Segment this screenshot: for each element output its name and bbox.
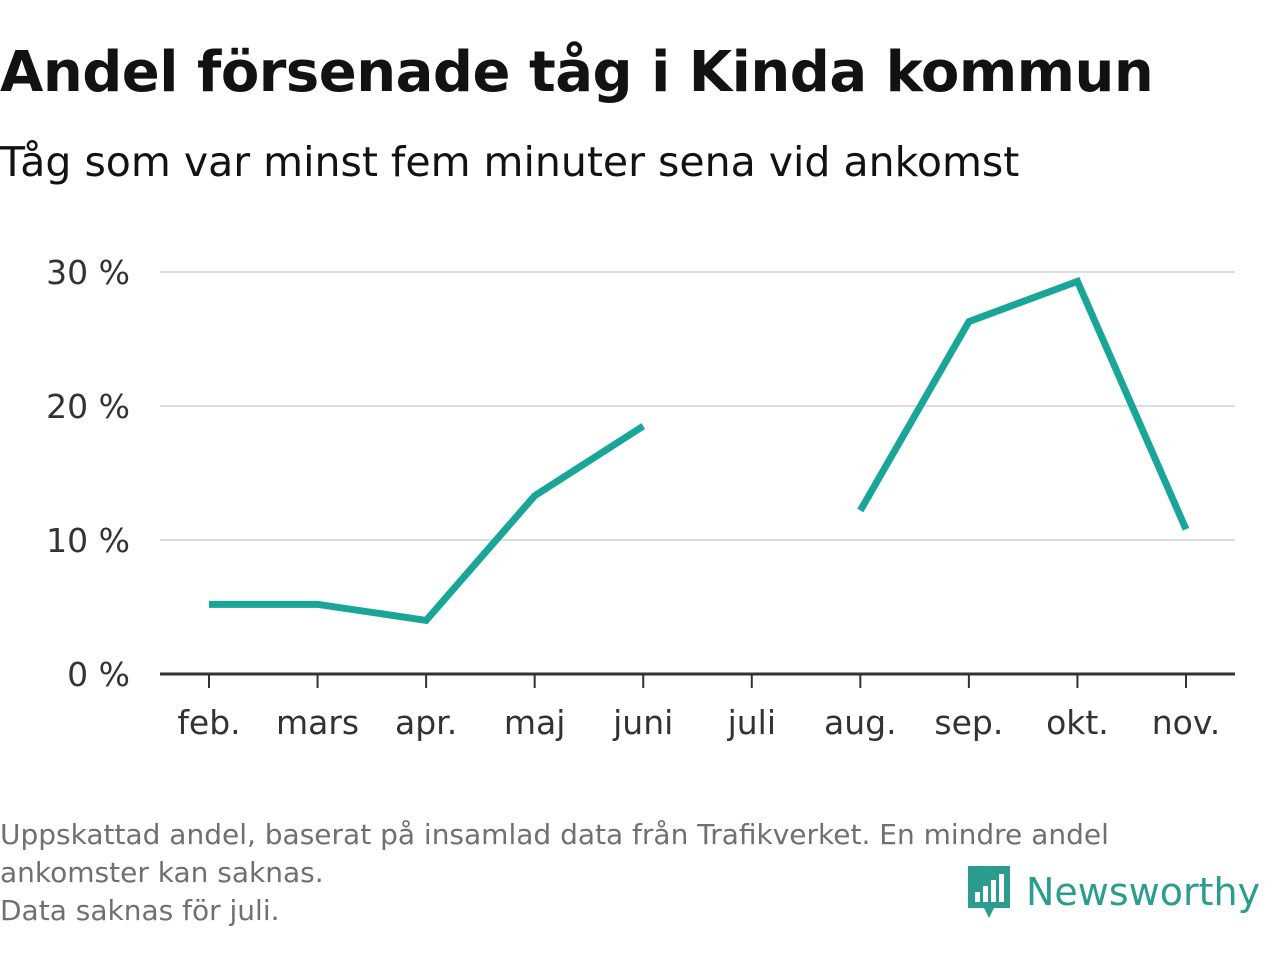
x-tick-label: feb. [177,703,240,742]
footer-note: Uppskattad andel, baserat på insamlad da… [0,816,1270,930]
line-chart: 0 % 10 % 20 % 30 % feb. mars apr. maj juni juli au… [46,253,1235,742]
y-tick-label: 30 % [46,253,130,292]
chart-subtitle: Tåg som var minst fem minuter sena vid a… [0,138,1020,186]
footer-note-line-1: Uppskattad andel, baserat på insamlad da… [0,818,1109,851]
chart-title: Andel försenade tåg i Kinda kommun [0,40,1154,105]
newsworthy-logo: Newsworthy [964,862,1260,922]
x-tick-label: sep. [934,703,1003,742]
x-tick-label: aug. [824,703,897,742]
x-tick-label: nov. [1152,703,1221,742]
footer-note-line-2: ankomster kan saknas. [0,856,324,889]
x-tick-label: juni [612,703,673,742]
series-line-segment [209,423,646,625]
x-tick-label: maj [504,703,566,742]
series-line-segment [857,276,1190,531]
y-tick-label: 10 % [46,521,130,560]
x-tick-label: mars [276,703,359,742]
x-tick-label: apr. [395,703,457,742]
newsworthy-bar-chart-icon [968,866,1010,918]
y-tick-label: 0 % [67,655,130,694]
x-tick-label: juli [727,703,776,742]
brand-name: Newsworthy [1026,870,1261,914]
x-tick-label: okt. [1046,703,1109,742]
footer-note-line-3: Data saknas för juli. [0,894,280,927]
y-tick-label: 20 % [46,387,130,426]
